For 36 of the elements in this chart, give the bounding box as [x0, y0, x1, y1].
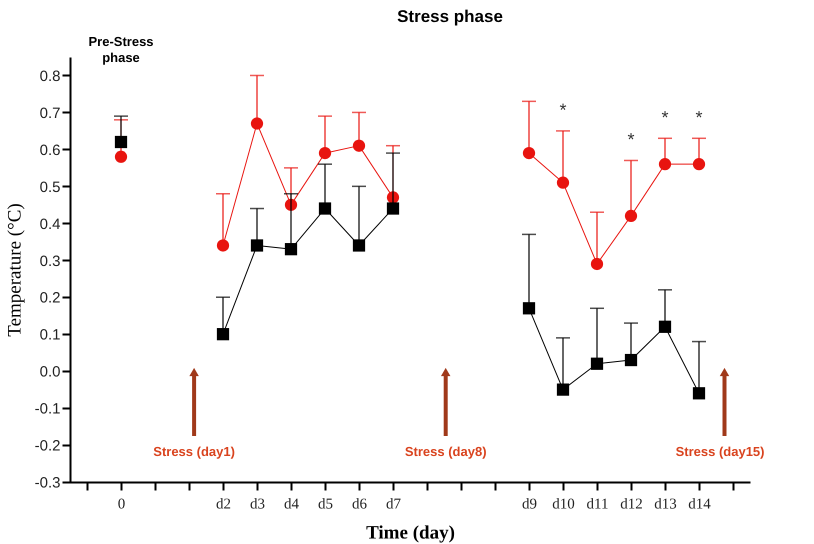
x-tick-label: d5: [318, 496, 333, 512]
annotation: Stress (day15): [676, 444, 764, 459]
annotation: *: [661, 107, 669, 128]
x-tick-label: d14: [688, 496, 712, 512]
y-tick-label: -0.2: [34, 438, 60, 455]
y-tick-label: 0.7: [40, 104, 60, 122]
annotation: Pre-Stress phase: [88, 34, 154, 65]
y-tick-label: 0.3: [40, 252, 60, 270]
annotation: *: [695, 107, 703, 128]
x-tick-label: 0: [118, 496, 126, 512]
chart-title: Stress phase: [397, 7, 503, 26]
x-tick-label: d2: [216, 496, 231, 512]
y-tick-label: 0.2: [40, 290, 60, 307]
x-tick-label: d10: [552, 496, 575, 512]
y-tick-label: 0.6: [40, 142, 60, 159]
y-tick-label: 0.8: [40, 68, 60, 85]
x-tick-label: d7: [386, 496, 402, 512]
annotation: *: [627, 129, 635, 150]
y-tick-label: 0.4: [40, 216, 60, 233]
x-tick-label: d3: [250, 496, 265, 512]
x-tick-label: d9: [522, 496, 537, 512]
y-tick-label: -0.1: [34, 400, 60, 418]
annotation: Stress (day1): [153, 444, 235, 459]
y-axis-title: Temperature (°C): [4, 203, 26, 337]
annotation: *: [559, 100, 567, 120]
x-tick-label: d6: [352, 496, 368, 512]
y-tick-label: 0.1: [40, 326, 60, 344]
y-tick-label: 0.5: [40, 178, 60, 196]
x-tick-label: d12: [620, 496, 643, 512]
x-tick-label: d4: [284, 496, 300, 512]
x-axis-title: Time (day): [366, 522, 455, 544]
y-tick-label: -0.3: [34, 474, 60, 492]
x-tick-label: d11: [586, 496, 608, 512]
x-tick-label: d13: [654, 496, 677, 512]
annotation: Stress (day8): [404, 444, 487, 459]
y-tick-label: 0.0: [40, 364, 60, 381]
